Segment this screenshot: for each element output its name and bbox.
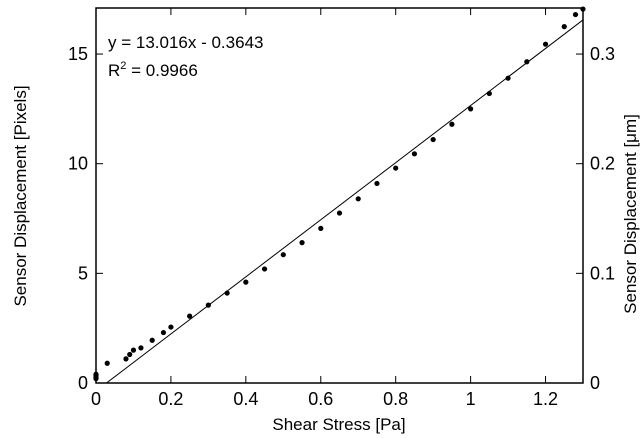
r-squared-value: = 0.9966 <box>126 61 197 80</box>
axis-ticks: 0 0.2 0.4 0.6 0.8 1 1.2 0 5 10 15 0 0.1 0.2 0.3 <box>68 8 615 409</box>
x-tick-label-2: 0.4 <box>233 389 258 409</box>
y-tick-label-left-1: 5 <box>78 263 88 283</box>
y-tick-label-right-2: 0.2 <box>590 154 615 174</box>
data-point-20 <box>318 225 324 231</box>
data-point-16 <box>243 279 249 285</box>
y-axis-label-left: Sensor Displacement [Pixels] <box>11 85 30 306</box>
x-tick-label-0: 0 <box>91 389 101 409</box>
y-tick-label-left-2: 10 <box>68 154 88 174</box>
data-point-10 <box>149 337 155 343</box>
data-point-21 <box>336 210 343 216</box>
data-point-33 <box>561 24 567 30</box>
data-point-34 <box>572 11 579 18</box>
data-point-25 <box>411 151 418 157</box>
data-point-8 <box>130 347 137 353</box>
x-tick-label-5: 1 <box>466 389 476 409</box>
y-tick-label-right-1: 0.1 <box>590 263 615 283</box>
data-point-23 <box>374 180 380 187</box>
data-point-35 <box>580 6 586 12</box>
data-point-7 <box>127 351 133 358</box>
linear-fit-line <box>106 19 584 384</box>
x-tick-label-3: 0.6 <box>308 389 333 409</box>
data-point-31 <box>524 59 530 65</box>
x-axis-label: Shear Stress [Pa] <box>272 415 405 434</box>
fit-equation: y = 13.016x - 0.3643 <box>108 33 263 52</box>
data-point-32 <box>542 41 549 47</box>
r-squared-prefix: R <box>108 61 120 80</box>
data-point-11 <box>160 329 167 336</box>
data-point-24 <box>393 165 399 171</box>
x-tick-label-4: 0.8 <box>383 389 408 409</box>
data-point-28 <box>468 106 474 112</box>
data-point-22 <box>355 196 361 202</box>
data-point-4 <box>93 371 99 377</box>
y-tick-label-left-3: 15 <box>68 44 88 64</box>
y-tick-label-left-0: 0 <box>78 373 88 393</box>
data-point-15 <box>224 290 230 296</box>
data-point-6 <box>123 356 129 362</box>
data-point-29 <box>486 90 492 97</box>
data-point-17 <box>261 266 268 272</box>
data-point-9 <box>138 345 144 351</box>
data-point-5 <box>104 360 110 366</box>
data-point-18 <box>280 252 286 258</box>
data-points <box>93 6 586 382</box>
r-squared-label: R2 = 0.9966 <box>108 60 198 80</box>
data-point-26 <box>430 136 436 143</box>
y-tick-label-right-3: 0.3 <box>590 44 615 64</box>
data-point-19 <box>299 240 305 246</box>
y-axis-label-right: Sensor Displacement [μm] <box>621 114 640 314</box>
y-tick-label-right-0: 0 <box>590 373 600 393</box>
r-squared-superscript: 2 <box>120 60 126 72</box>
x-tick-label-6: 1.2 <box>533 389 558 409</box>
data-point-30 <box>505 75 511 81</box>
data-point-12 <box>168 324 174 330</box>
x-tick-label-1: 0.2 <box>158 389 183 409</box>
data-point-13 <box>187 313 193 319</box>
data-point-27 <box>449 121 455 127</box>
plot-frame <box>95 7 584 384</box>
data-point-14 <box>205 302 211 308</box>
